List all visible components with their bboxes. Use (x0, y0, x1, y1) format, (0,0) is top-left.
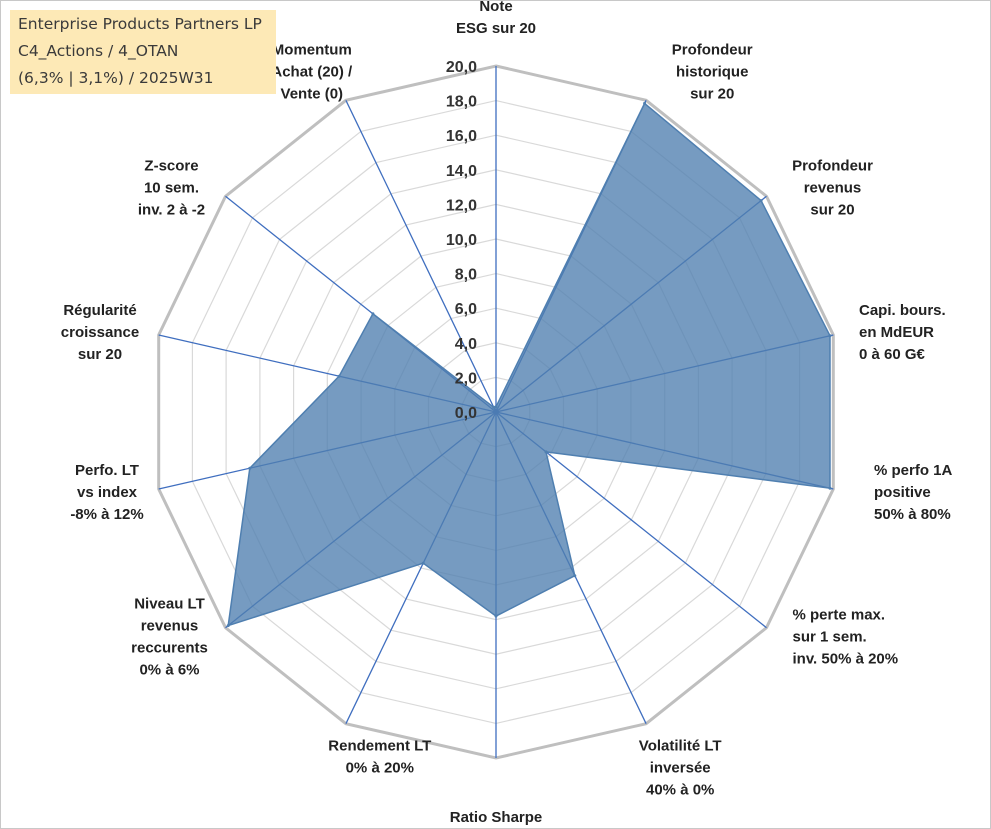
radar-axis-labels: Note ESG sur 20 Profondeur historique sur 20… (61, 0, 953, 829)
axis-label-line: reccurents (131, 640, 208, 657)
tick-label: 20,0 (446, 59, 477, 76)
data-point (828, 334, 832, 338)
axis-label-line: Note (479, 0, 512, 15)
axis-label-line: 10 sem. (144, 180, 199, 197)
axis-label-line: inv. 2 à -2 (138, 202, 205, 219)
axis-label-line: Z-score (144, 158, 198, 175)
axis-label-line: inversée (650, 759, 711, 776)
data-point (494, 405, 498, 409)
axis-label-line: Achat (20) / (271, 64, 353, 81)
axis-label-line: croissance (61, 324, 139, 341)
data-point (828, 486, 832, 490)
axis-label-line: Rendement LT (328, 737, 431, 754)
data-point (492, 405, 496, 409)
axis-label-line: vs index (77, 484, 138, 501)
data-point (371, 312, 375, 316)
axis-label-line: sur 20 (690, 86, 734, 103)
axis-label-line: historique (676, 64, 749, 81)
tick-label: 4,0 (455, 336, 477, 353)
axis-label: Ratio Sharpe0 à 1 (450, 809, 543, 829)
axis-label-line: Profondeur (792, 158, 873, 175)
axis-label-line: 40% à 0% (646, 781, 714, 798)
axis-label-line: sur 20 (810, 202, 854, 219)
axis-label-line: Ratio Sharpe (450, 809, 543, 826)
axis-label: Perfo. LT vs index -8% à 12% (70, 462, 143, 523)
axis-label-line: % perfo 1A (874, 462, 953, 479)
axis-label-line: 50% à 80% (874, 506, 951, 523)
title-box: Enterprise Products Partners LP C4_Actio… (10, 10, 276, 94)
axis-spoke (345, 100, 497, 413)
tick-label: 6,0 (455, 301, 477, 318)
axis-label: Rendement LT 0% à 20% (328, 737, 431, 776)
tick-label: 8,0 (455, 267, 477, 284)
axis-label-line: Profondeur (672, 42, 753, 59)
tick-label: 14,0 (446, 163, 477, 180)
axis-label: Profondeur historique sur 20 (672, 42, 753, 103)
axis-label: % perfo 1A positive 50% à 80% (874, 462, 953, 523)
tick-label: 0,0 (455, 405, 477, 422)
title-category: C4_Actions / 4_OTAN (18, 42, 179, 60)
axis-label-line: -8% à 12% (70, 506, 143, 523)
axis-label-line: 0% à 20% (346, 759, 414, 776)
data-point (759, 199, 763, 203)
axis-label: Niveau LT revenus reccurents 0% à 6% (131, 596, 208, 679)
data-point (494, 614, 498, 618)
data-point (573, 574, 577, 578)
axis-label-line: Régularité (63, 302, 136, 319)
data-point (643, 101, 647, 105)
radar-tick-labels: 0,0 2,0 4,0 6,0 8,0 10,0 12,0 14,0 16,0 18,0 20,0 (446, 59, 477, 422)
data-point (248, 466, 252, 470)
axis-label: Régularité croissance sur 20 (61, 302, 139, 363)
data-point (226, 624, 230, 628)
axis-label: Capi. bours. en MdEUR 0 à 60 G€ (859, 302, 946, 363)
axis-label-line: % perte max. (793, 607, 886, 624)
tick-label: 16,0 (446, 128, 477, 145)
axis-label: % perte max. sur 1 sem. inv. 50% à 20% (793, 607, 899, 668)
axis-label-line: Vente (0) (281, 86, 344, 103)
axis-label: Z-score 10 sem. inv. 2 à -2 (138, 158, 205, 219)
axis-label-line: ESG sur 20 (456, 20, 536, 37)
axis-label-line: revenus (141, 618, 199, 635)
axis-label: Momentum Achat (20) / Vente (0) (271, 42, 353, 103)
axis-label-line: sur 1 sem. (793, 629, 867, 646)
tick-label: 10,0 (446, 232, 477, 249)
radar-series (226, 101, 832, 628)
series-area (227, 102, 831, 627)
tick-label: 12,0 (446, 197, 477, 214)
axis-label-line: 0 à 60 G€ (859, 346, 926, 363)
axis-label-line: 0% à 6% (139, 662, 199, 679)
axis-label-line: sur 20 (78, 346, 122, 363)
title-company: Enterprise Products Partners LP (18, 15, 262, 33)
axis-label-line: en MdEUR (859, 324, 934, 341)
axis-label-line: inv. 50% à 20% (793, 651, 899, 668)
axis-label: Volatilité LT inversée 40% à 0% (639, 737, 722, 798)
tick-label: 18,0 (446, 94, 477, 111)
title-figures: (6,3% | 3,1%) / 2025W31 (18, 69, 214, 87)
axis-label-line: Capi. bours. (859, 302, 946, 319)
tick-label: 2,0 (455, 370, 477, 387)
axis-label-line: Momentum (272, 42, 352, 59)
axis-label: Note ESG sur 20 (456, 0, 536, 37)
data-point (421, 561, 425, 565)
axis-label-line: Perfo. LT (75, 462, 139, 479)
data-point (337, 374, 341, 378)
axis-label-line: revenus (804, 180, 862, 197)
data-point (544, 450, 548, 454)
axis-label: Profondeur revenus sur 20 (792, 158, 873, 219)
axis-label-line: Volatilité LT (639, 737, 722, 754)
axis-label-line: Niveau LT (134, 596, 205, 613)
axis-label-line: positive (874, 484, 931, 501)
